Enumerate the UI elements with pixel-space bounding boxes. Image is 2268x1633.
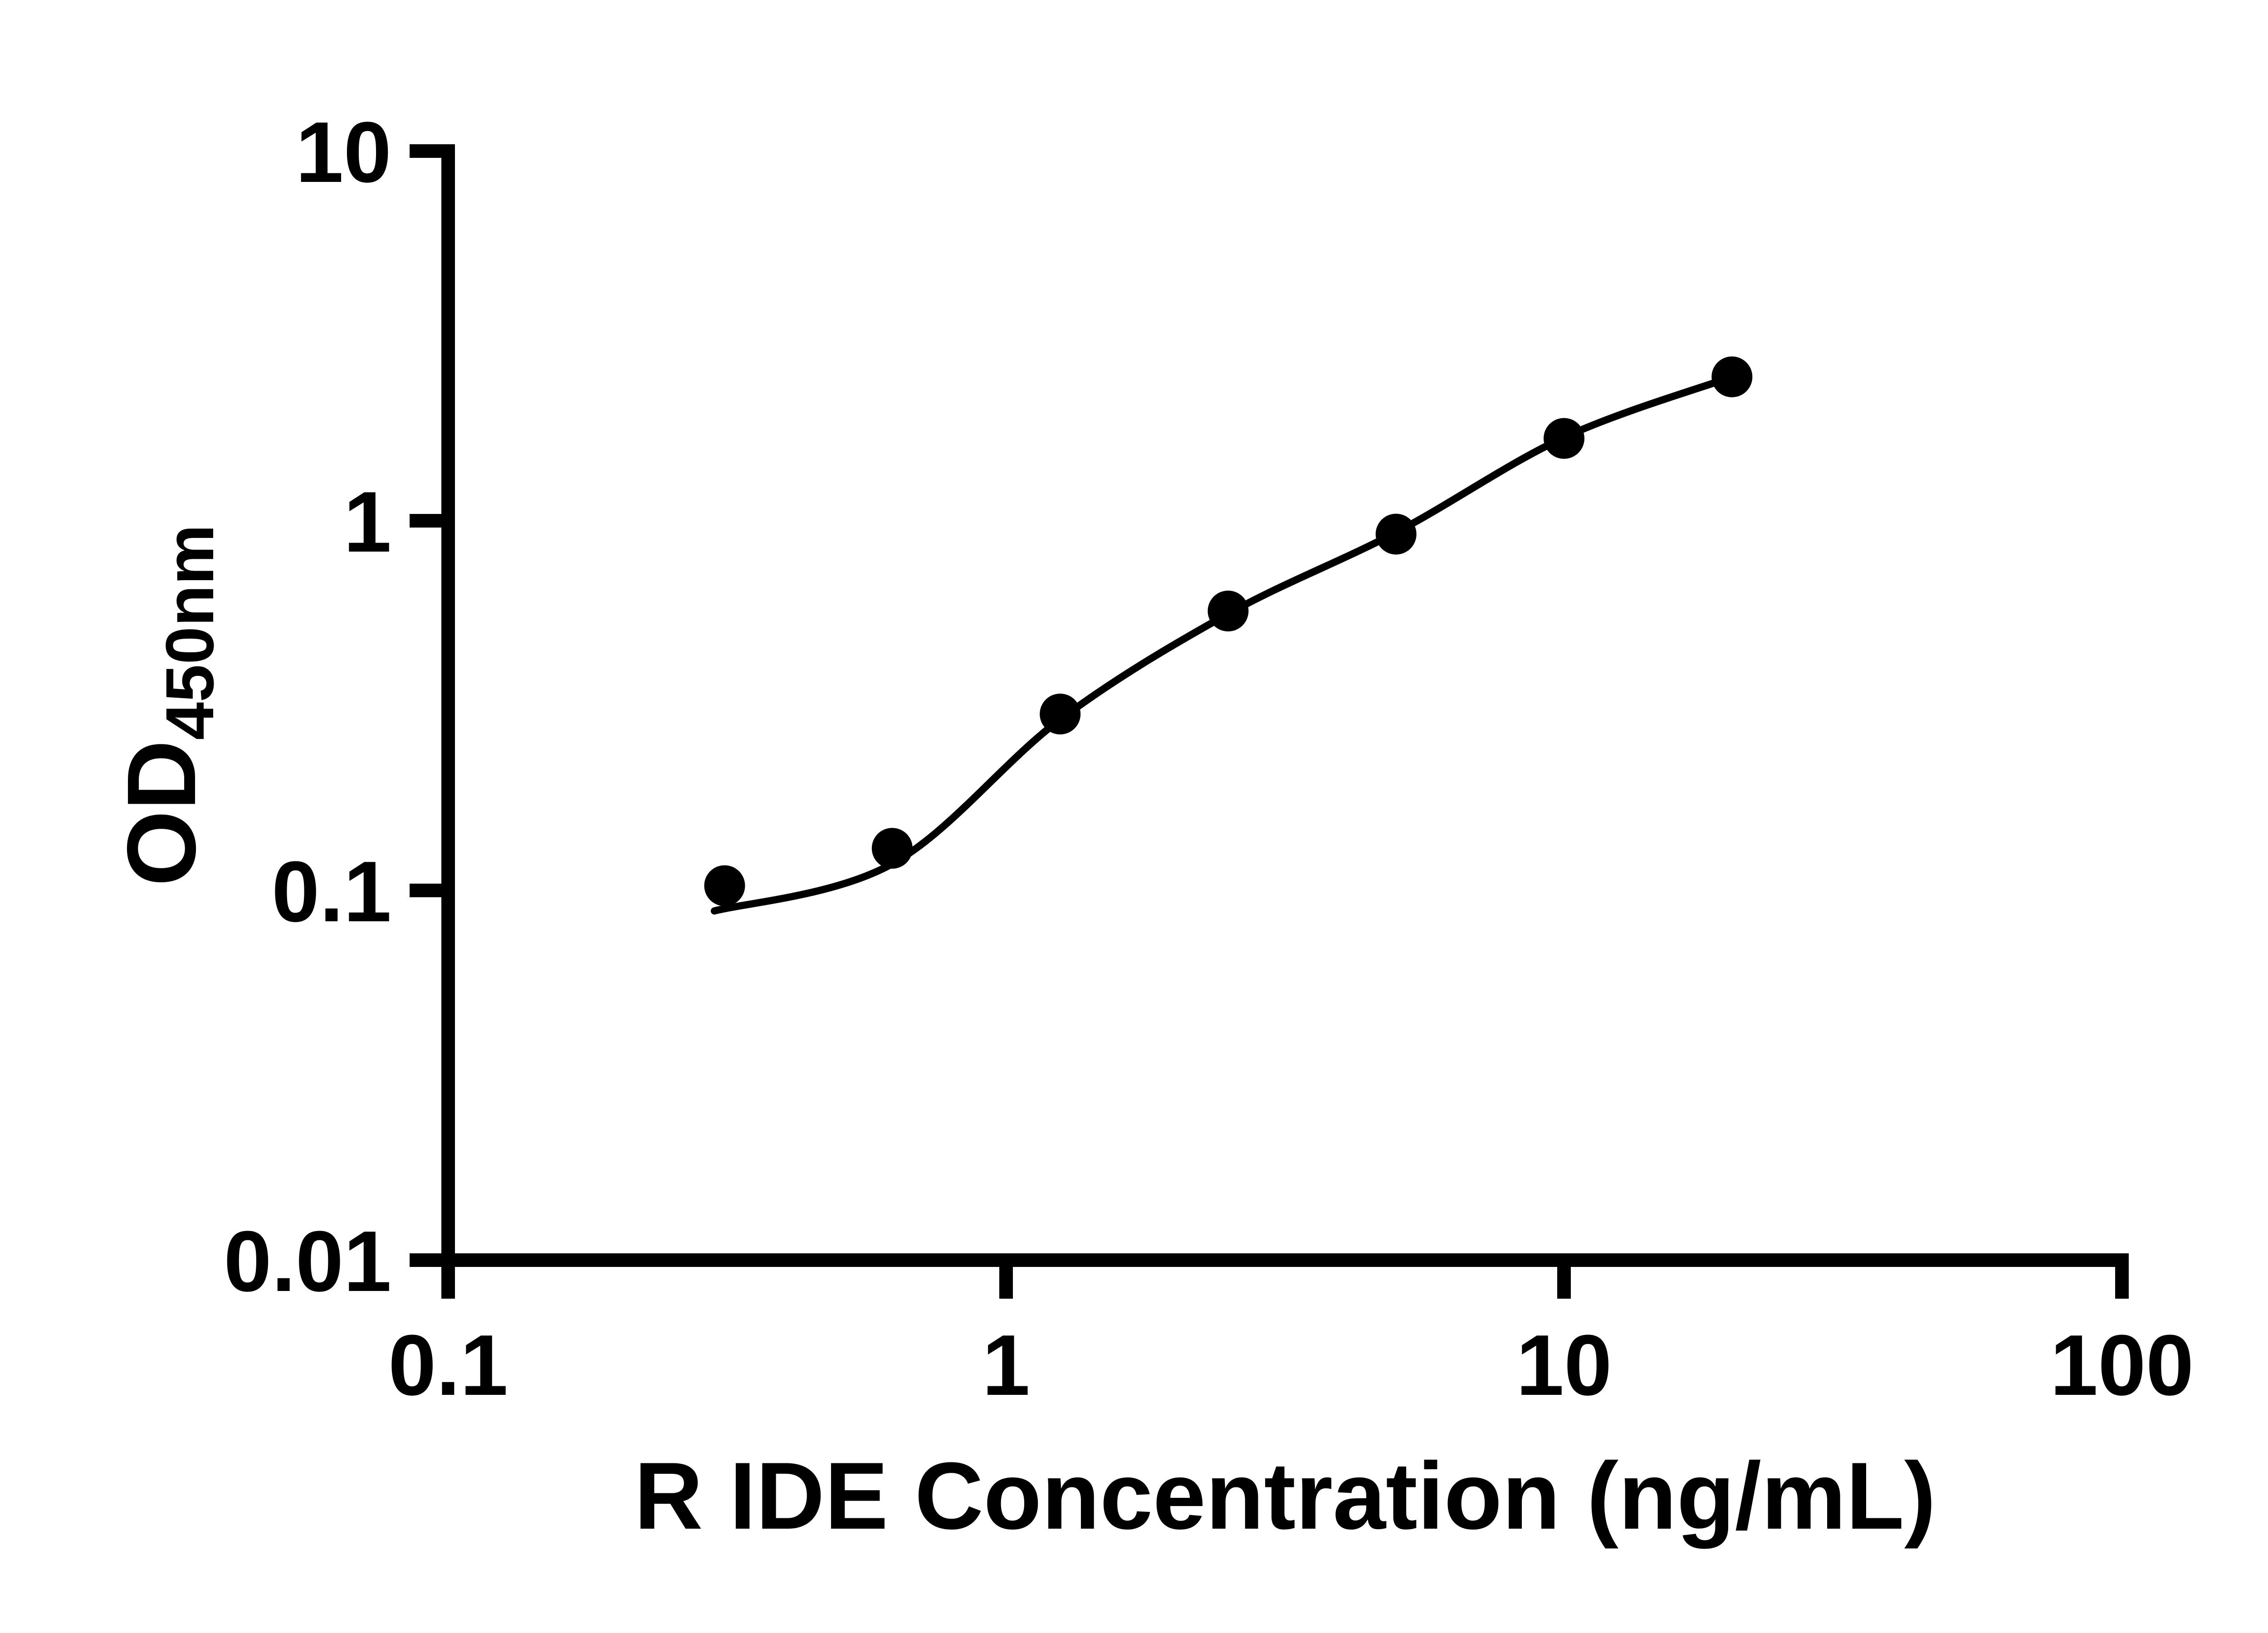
x-axis-tick-label: 1 bbox=[982, 1317, 1030, 1413]
y-axis-tick-label: 10 bbox=[296, 104, 391, 200]
trend-line bbox=[710, 373, 1736, 915]
x-axis-tick-label: 100 bbox=[2050, 1317, 2194, 1413]
x-axis-tick-label: 0.1 bbox=[388, 1317, 508, 1413]
data-point bbox=[1544, 418, 1584, 459]
data-point bbox=[1040, 694, 1081, 735]
y-axis-title-subscript: 450nm bbox=[152, 524, 228, 740]
y-axis-tick-label: 0.01 bbox=[224, 1213, 391, 1310]
x-axis-title: R IDE Concentration (ng/mL) bbox=[634, 1442, 1936, 1549]
x-axis-tick-label: 10 bbox=[1516, 1317, 1612, 1413]
y-axis-tick-label: 1 bbox=[343, 474, 391, 570]
data-point bbox=[1711, 356, 1753, 397]
data-point bbox=[1207, 591, 1249, 631]
data-point bbox=[704, 865, 745, 906]
y-axis-title: OD450nm bbox=[107, 524, 228, 886]
y-axis-title-main: OD bbox=[107, 740, 216, 886]
data-point bbox=[1375, 513, 1417, 555]
y-axis-tick-label: 0.1 bbox=[272, 844, 391, 940]
data-point bbox=[871, 828, 913, 869]
axis-lines bbox=[441, 144, 2129, 1267]
